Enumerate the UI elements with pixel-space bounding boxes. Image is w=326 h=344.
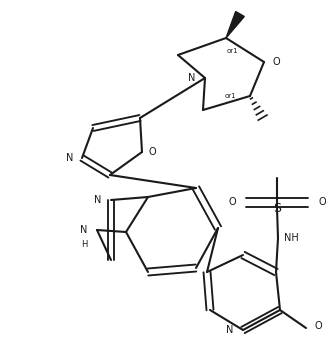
Text: H: H [81, 239, 87, 248]
Text: O: O [314, 321, 322, 331]
Text: O: O [148, 147, 156, 157]
Polygon shape [226, 11, 244, 38]
Text: NH: NH [284, 233, 298, 243]
Text: N: N [188, 73, 196, 83]
Text: O: O [228, 197, 236, 207]
Text: O: O [318, 197, 326, 207]
Text: N: N [66, 153, 74, 163]
Text: N: N [226, 325, 234, 335]
Text: or1: or1 [226, 48, 238, 54]
Text: O: O [272, 57, 280, 67]
Text: or1: or1 [224, 93, 236, 99]
Text: N: N [94, 195, 102, 205]
Text: N: N [80, 225, 88, 235]
Text: S: S [273, 202, 281, 215]
